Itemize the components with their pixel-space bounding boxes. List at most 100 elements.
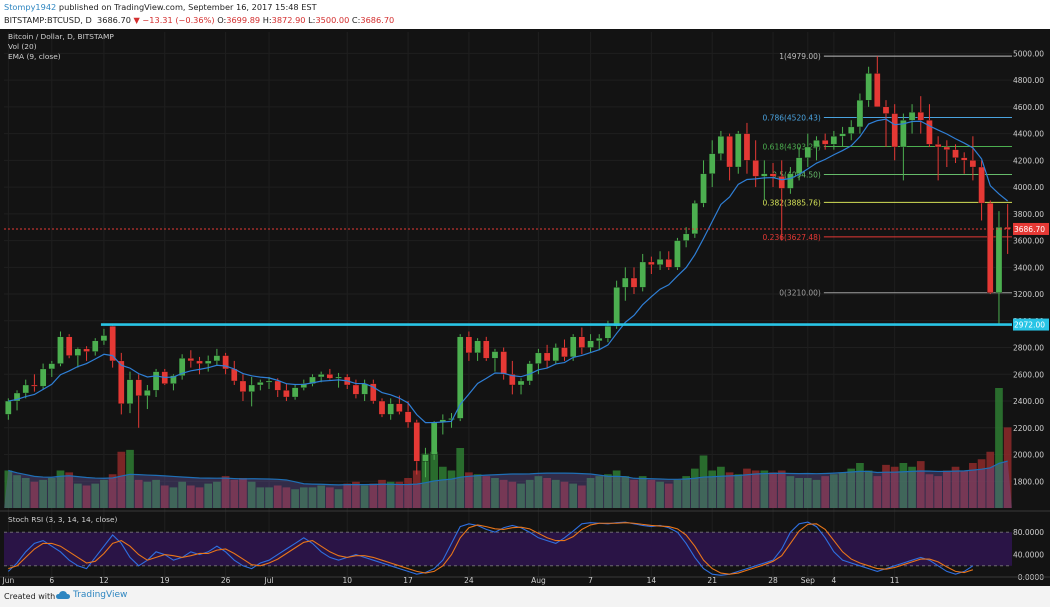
ema-line bbox=[8, 118, 1009, 424]
tradingview-brand: TradingView bbox=[73, 590, 128, 600]
volume-bar bbox=[977, 459, 986, 508]
volume-bar bbox=[690, 468, 699, 508]
volume-bar bbox=[934, 476, 942, 508]
candle-body bbox=[109, 325, 116, 362]
volume-bar bbox=[430, 451, 438, 508]
fib-level-label: 0.618(4303.24) bbox=[763, 143, 821, 152]
candle-body bbox=[604, 325, 612, 339]
volume-bar bbox=[569, 483, 578, 508]
candle-body bbox=[309, 376, 316, 384]
candle-body bbox=[769, 173, 777, 177]
volume-bar bbox=[47, 478, 56, 508]
volume-bar bbox=[864, 470, 873, 508]
price-tick-label: 2800.00 bbox=[1013, 344, 1044, 353]
volume-bar bbox=[951, 466, 960, 508]
support-price-tag bbox=[1013, 318, 1049, 331]
candle-body bbox=[57, 336, 64, 364]
volume-bar bbox=[760, 470, 769, 508]
candle-body bbox=[283, 390, 290, 398]
volume-bar bbox=[447, 470, 456, 508]
volume-bar bbox=[899, 463, 908, 508]
stoch-rsi-label[interactable]: Stoch RSI (3, 3, 14, 14, close) bbox=[8, 515, 118, 524]
price-tick-label: 4000.00 bbox=[1013, 183, 1044, 192]
volume-bar bbox=[204, 483, 213, 508]
candle-body bbox=[961, 157, 968, 161]
volume-bar bbox=[265, 487, 273, 508]
fib-level-label: 0.382(3885.76) bbox=[763, 198, 821, 207]
candle-body bbox=[674, 240, 681, 268]
volume-bar bbox=[838, 472, 847, 508]
volume-bar bbox=[743, 468, 751, 508]
author-link[interactable]: Stompy1942 bbox=[4, 2, 57, 12]
candle-body bbox=[656, 259, 664, 265]
volume-bar bbox=[812, 479, 821, 508]
candle-body bbox=[717, 136, 725, 154]
candle-body bbox=[569, 336, 577, 358]
volume-bar bbox=[230, 479, 239, 508]
published-text: published on TradingView.com, September … bbox=[58, 2, 317, 12]
candle-body bbox=[787, 173, 794, 189]
volume-bar bbox=[656, 481, 664, 508]
volume-bar bbox=[438, 466, 447, 508]
legend-title: Bitcoin / Dollar, D, BITSTAMP bbox=[8, 32, 114, 41]
fib-level-label: 0.236(3627.48) bbox=[763, 233, 821, 242]
candle-body bbox=[804, 146, 811, 158]
legend-ema[interactable]: EMA (9, close) bbox=[8, 52, 61, 61]
candle-body bbox=[778, 176, 785, 189]
volume-bar bbox=[108, 474, 117, 508]
candle-body bbox=[483, 340, 490, 359]
candle-body bbox=[396, 403, 403, 412]
rsi-tick-label: 40.0000 bbox=[1013, 551, 1044, 560]
volume-bar bbox=[491, 478, 499, 508]
volume-bar bbox=[213, 481, 221, 508]
tradingview-logo[interactable]: TradingView bbox=[56, 590, 127, 600]
candle-body bbox=[213, 355, 221, 362]
candle-body bbox=[987, 202, 994, 293]
volume-bar bbox=[673, 479, 682, 508]
candle-body bbox=[326, 374, 334, 379]
candle-body bbox=[5, 400, 12, 415]
price-tick-label: 2600.00 bbox=[1013, 370, 1044, 379]
volume-bar bbox=[30, 481, 39, 508]
chart-area[interactable]: 1(4979.00) 0.786(4520.43) 0.618(4303.24) 0.… bbox=[0, 29, 1050, 586]
volume-bar bbox=[456, 448, 465, 508]
candle-body bbox=[552, 347, 559, 362]
time-tick-label: 21 bbox=[707, 576, 717, 585]
time-tick-label: 10 bbox=[342, 576, 352, 585]
volume-bar bbox=[803, 478, 812, 508]
candle-body bbox=[100, 335, 108, 342]
volume-bar bbox=[1003, 427, 1012, 508]
candle-body bbox=[509, 374, 516, 386]
candle-body bbox=[543, 352, 551, 362]
volume-bar bbox=[508, 481, 517, 508]
volume-average-line bbox=[8, 460, 1008, 486]
candle-body bbox=[561, 347, 568, 358]
volume-bar bbox=[795, 478, 803, 508]
candle-body bbox=[839, 133, 846, 137]
current-price-tag bbox=[1013, 222, 1049, 235]
price-tick-label: 4800.00 bbox=[1013, 76, 1044, 85]
candle-body bbox=[187, 358, 195, 362]
volume-average-area bbox=[4, 461, 1012, 508]
volume-bar bbox=[873, 476, 882, 508]
candle-body bbox=[491, 351, 499, 359]
volume-bar bbox=[160, 485, 169, 508]
volume-bar bbox=[525, 479, 534, 508]
volume-bar bbox=[134, 479, 143, 508]
volume-bar bbox=[195, 487, 204, 508]
volume-bar bbox=[82, 485, 91, 508]
high-value: 3872.90 bbox=[271, 15, 306, 25]
candle-body bbox=[222, 355, 229, 370]
chart-legend: Bitcoin / Dollar, D, BITSTAMP Vol (20) E… bbox=[8, 32, 114, 62]
legend-volume[interactable]: Vol (20) bbox=[8, 42, 37, 51]
candle-body bbox=[639, 261, 646, 288]
fib-retracement: 1(4979.00) 0.786(4520.43) 0.618(4303.24) 0.… bbox=[763, 52, 1012, 298]
price-tick-label: 4600.00 bbox=[1013, 103, 1044, 112]
volume-bar bbox=[74, 483, 82, 508]
volume-bar bbox=[925, 474, 934, 508]
candle-body bbox=[952, 149, 959, 158]
volume-bar bbox=[326, 487, 334, 508]
time-tick-label: Sep bbox=[801, 576, 815, 585]
volume-bar bbox=[91, 483, 100, 508]
candle-body bbox=[335, 376, 342, 379]
